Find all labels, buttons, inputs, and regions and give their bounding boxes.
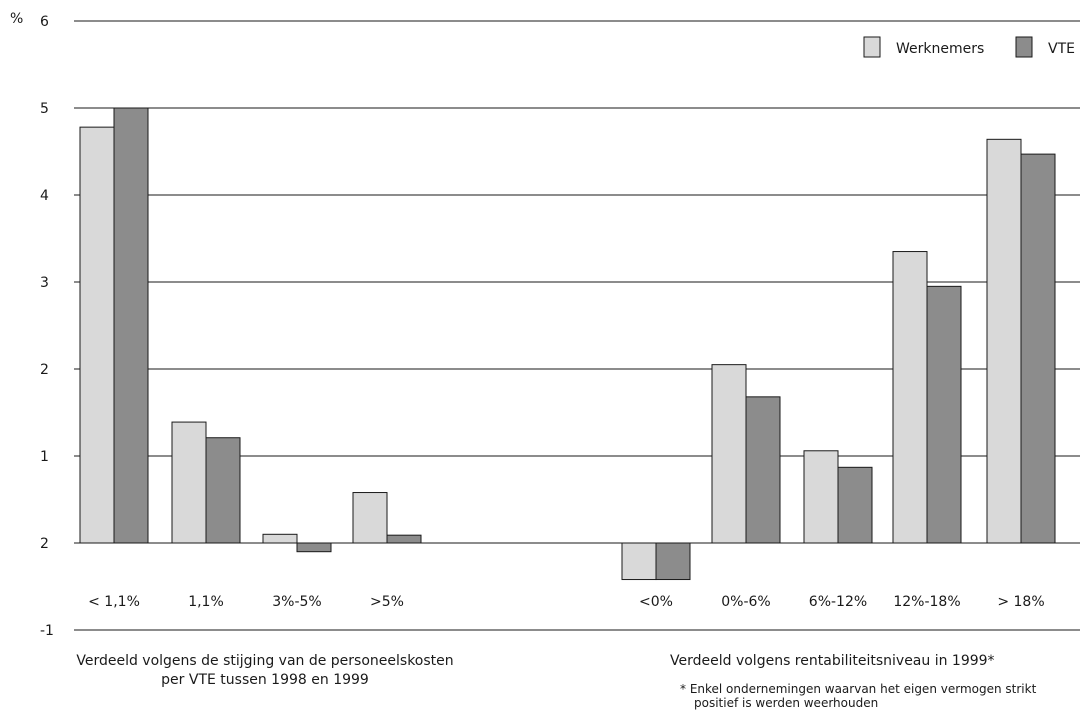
y-tick-label: 2: [40, 536, 49, 552]
bar-vte: [1020, 153, 1056, 544]
gridlines: [74, 20, 1080, 631]
x-category-label: 12%-18%: [893, 594, 960, 610]
bar-vte: [386, 534, 422, 544]
left-group-caption-line1: Verdeeld volgens de stijging van de pers…: [76, 653, 454, 669]
bar-vte: [745, 396, 781, 544]
bar-werknemers: [986, 138, 1022, 544]
y-tick-label: -1: [40, 623, 54, 639]
y-tick-label: 6: [40, 14, 49, 30]
left-group-caption-line2: per VTE tussen 1998 en 1999: [161, 672, 369, 688]
y-tick-label: 4: [40, 188, 49, 204]
bars: [79, 107, 1056, 581]
bar-chart: -1 2 1 2 3 4 5 6 < 1,1% 1,1% 3%-5% >5% <0% 0%-6% 6%-1…: [10, 11, 1080, 639]
bar-vte: [655, 542, 691, 581]
bar-werknemers: [79, 126, 115, 544]
footnote: * Enkel ondernemingen waarvan het eigen …: [680, 682, 1080, 710]
bar-werknemers: [892, 251, 928, 544]
bar-vte: [296, 542, 332, 553]
bar-werknemers: [711, 364, 747, 544]
x-category-label: > 18%: [997, 594, 1044, 610]
bar-werknemers: [621, 542, 657, 581]
x-axis-category-labels: < 1,1% 1,1% 3%-5% >5% <0% 0%-6% 6%-12% 12%-18% >…: [88, 594, 1045, 610]
bar-vte: [113, 107, 149, 544]
right-group-caption: Verdeeld volgens rentabiliteitsniveau in…: [670, 653, 995, 669]
y-axis-unit-label: %: [10, 11, 23, 27]
y-tick-label: 2: [40, 362, 49, 378]
x-category-label: <0%: [639, 594, 673, 610]
x-category-label: 0%-6%: [721, 594, 770, 610]
legend-label-vte: VTE: [1048, 41, 1075, 57]
x-category-label: < 1,1%: [88, 594, 140, 610]
bar-vte: [926, 285, 962, 544]
bar-werknemers: [803, 450, 839, 544]
y-tick-label: 1: [40, 449, 49, 465]
x-category-label: >5%: [370, 594, 404, 610]
y-tick-label: 5: [40, 101, 49, 117]
legend-swatch-vte: [1015, 36, 1033, 58]
x-category-label: 3%-5%: [272, 594, 321, 610]
bar-werknemers: [262, 533, 298, 544]
legend-swatch-werknemers: [863, 36, 881, 58]
x-category-label: 1,1%: [188, 594, 224, 610]
bar-werknemers: [171, 421, 207, 544]
footnote-line1: * Enkel ondernemingen waarvan het eigen …: [680, 682, 1037, 696]
footnote-line2: positief is werden weerhouden: [694, 696, 879, 710]
y-tick-label: 3: [40, 275, 49, 291]
left-group-caption: Verdeeld volgens de stijging van de pers…: [60, 652, 470, 690]
bar-vte: [205, 437, 241, 544]
x-category-label: 6%-12%: [809, 594, 867, 610]
y-axis-tick-labels: -1 2 1 2 3 4 5 6: [40, 14, 54, 639]
bar-vte: [837, 466, 873, 544]
legend: Werknemers VTE: [863, 36, 1075, 58]
legend-label-werknemers: Werknemers: [896, 41, 984, 57]
bar-werknemers: [352, 492, 388, 544]
